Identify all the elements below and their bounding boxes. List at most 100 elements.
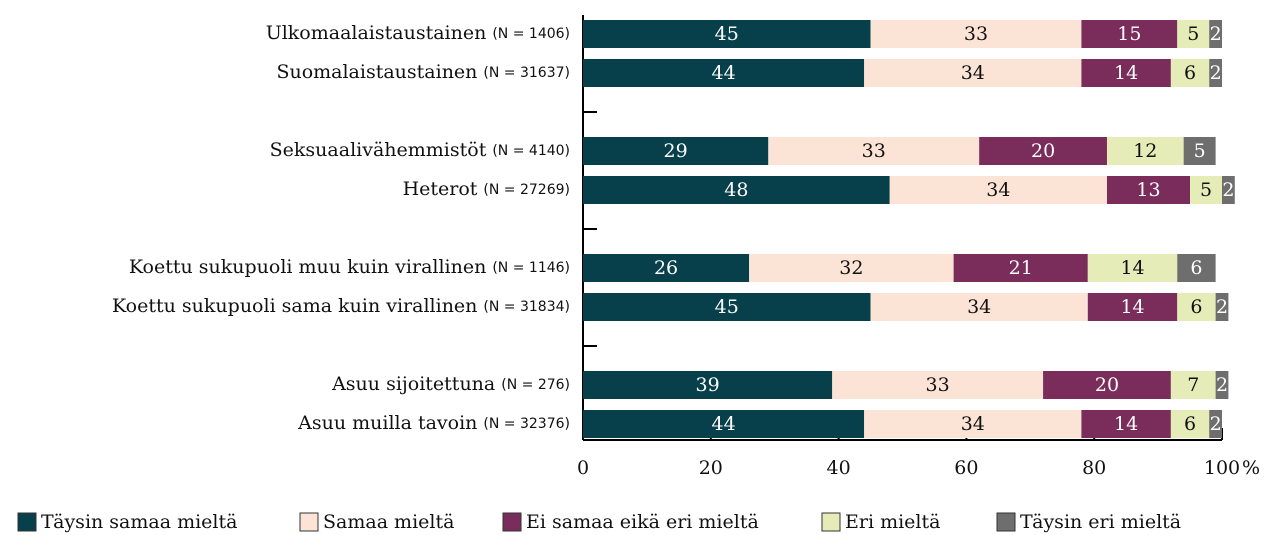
legend-label: Eri mieltä [845, 511, 940, 533]
bar-segment [1106, 176, 1191, 204]
data-label: 21 [1009, 257, 1033, 279]
data-label: 20 [1095, 374, 1119, 396]
data-label: 2 [1222, 179, 1234, 201]
category-label: Asuu sijoitettuna [331, 373, 495, 395]
y-tick-label: Koettu sukupuoli sama kuin virallinen (N … [112, 295, 570, 317]
data-label: 14 [1114, 62, 1138, 84]
x-tick-label: 0 [577, 457, 589, 479]
n-label: (N = 27269) [483, 182, 570, 198]
bar-segment [1170, 371, 1216, 399]
bar-segment [1209, 59, 1222, 87]
bar-segment [583, 59, 865, 87]
y-tick-label: Asuu sijoitettuna (N = 276) [331, 373, 570, 395]
bar-segment [979, 137, 1107, 165]
data-label: 6 [1190, 257, 1202, 279]
category-label: Ulkomaalaistaustainen [266, 22, 487, 44]
bar-segment [1177, 20, 1210, 48]
bar-segment [1087, 293, 1178, 321]
data-label: 45 [715, 296, 739, 318]
data-label: 2 [1210, 62, 1222, 84]
x-unit: % [1242, 457, 1260, 479]
data-label: 34 [961, 413, 985, 435]
bar-segment [1087, 254, 1178, 282]
y-tick-label: Heterot (N = 27269) [403, 178, 570, 200]
data-label: 5 [1187, 23, 1199, 45]
legend-swatch [502, 512, 522, 532]
data-label: 26 [654, 257, 678, 279]
bar-segment [1106, 137, 1184, 165]
bar-segment [870, 20, 1082, 48]
x-tick-label: 100 [1204, 457, 1240, 479]
bar-segment [583, 371, 833, 399]
bar-segment [583, 254, 750, 282]
bar-segment [1222, 176, 1235, 204]
bar-segment [1183, 137, 1216, 165]
data-label: 33 [964, 23, 988, 45]
x-tick-label: 80 [1082, 457, 1106, 479]
bar-segment [1209, 410, 1222, 438]
x-tick-label: 60 [954, 457, 978, 479]
data-label: 39 [696, 374, 720, 396]
bar-segment [1170, 410, 1210, 438]
category-label: Seksuaalivähemmistöt [270, 139, 487, 161]
legend-swatch [299, 512, 319, 532]
n-label: (N = 276) [501, 377, 570, 393]
bar-segment [749, 254, 954, 282]
legend-label: Ei samaa eikä eri mieltä [526, 511, 759, 533]
bar-segment [1081, 20, 1178, 48]
bar-segment [864, 59, 1082, 87]
category-label: Koettu sukupuoli muu kuin virallinen [129, 256, 486, 278]
data-label: 7 [1187, 374, 1199, 396]
data-label: 2 [1210, 23, 1222, 45]
x-tick-label: 20 [699, 457, 723, 479]
data-label: 6 [1190, 296, 1202, 318]
bar-segment [1081, 410, 1171, 438]
data-label: 33 [862, 140, 886, 162]
legend-label: Samaa mieltä [323, 511, 454, 533]
data-label: 45 [715, 23, 739, 45]
bar-segment [1177, 293, 1216, 321]
data-label: 6 [1184, 413, 1196, 435]
x-tick-label: 40 [827, 457, 851, 479]
data-label: 2 [1216, 296, 1228, 318]
bar-segment [870, 293, 1088, 321]
legend-swatch [17, 512, 37, 532]
y-tick-label: Seksuaalivähemmistöt (N = 4140) [270, 139, 570, 161]
bar-segment [1215, 293, 1229, 321]
data-label: 33 [926, 374, 950, 396]
data-label: 5 [1194, 140, 1206, 162]
data-label: 34 [986, 179, 1010, 201]
bar-segment [583, 176, 890, 204]
n-label: (N = 31834) [483, 299, 570, 315]
bar-segment [1170, 59, 1210, 87]
n-label: (N = 1146) [492, 260, 570, 276]
category-label: Koettu sukupuoli sama kuin virallinen [112, 295, 477, 317]
data-label: 20 [1031, 140, 1055, 162]
bar-segment [953, 254, 1088, 282]
data-label: 12 [1133, 140, 1157, 162]
data-label: 44 [711, 413, 735, 435]
bar-segment [583, 293, 871, 321]
y-tick-label: Ulkomaalaistaustainen (N = 1406) [266, 22, 570, 44]
y-tick-label: Asuu muilla tavoin (N = 32376) [297, 412, 570, 434]
data-label: 13 [1136, 179, 1160, 201]
legend-label: Täysin samaa mieltä [41, 511, 237, 533]
y-tick-label: Suomalaistaustainen (N = 31637) [276, 61, 570, 83]
n-label: (N = 4140) [492, 143, 570, 159]
bar-segment [583, 410, 865, 438]
n-label: (N = 32376) [483, 416, 570, 432]
bar-segment [1081, 59, 1171, 87]
legend-label: Täysin eri mieltä [1020, 511, 1181, 533]
data-label: 2 [1216, 374, 1228, 396]
data-label: 48 [724, 179, 748, 201]
data-label: 34 [967, 296, 991, 318]
data-label: 14 [1114, 413, 1138, 435]
bar-segment [1177, 254, 1216, 282]
y-tick-label: Koettu sukupuoli muu kuin virallinen (N =… [129, 256, 570, 278]
bar-segment [1209, 20, 1222, 48]
data-label: 34 [961, 62, 985, 84]
data-label: 29 [664, 140, 688, 162]
data-label: 5 [1200, 179, 1212, 201]
bar-segment [583, 20, 871, 48]
